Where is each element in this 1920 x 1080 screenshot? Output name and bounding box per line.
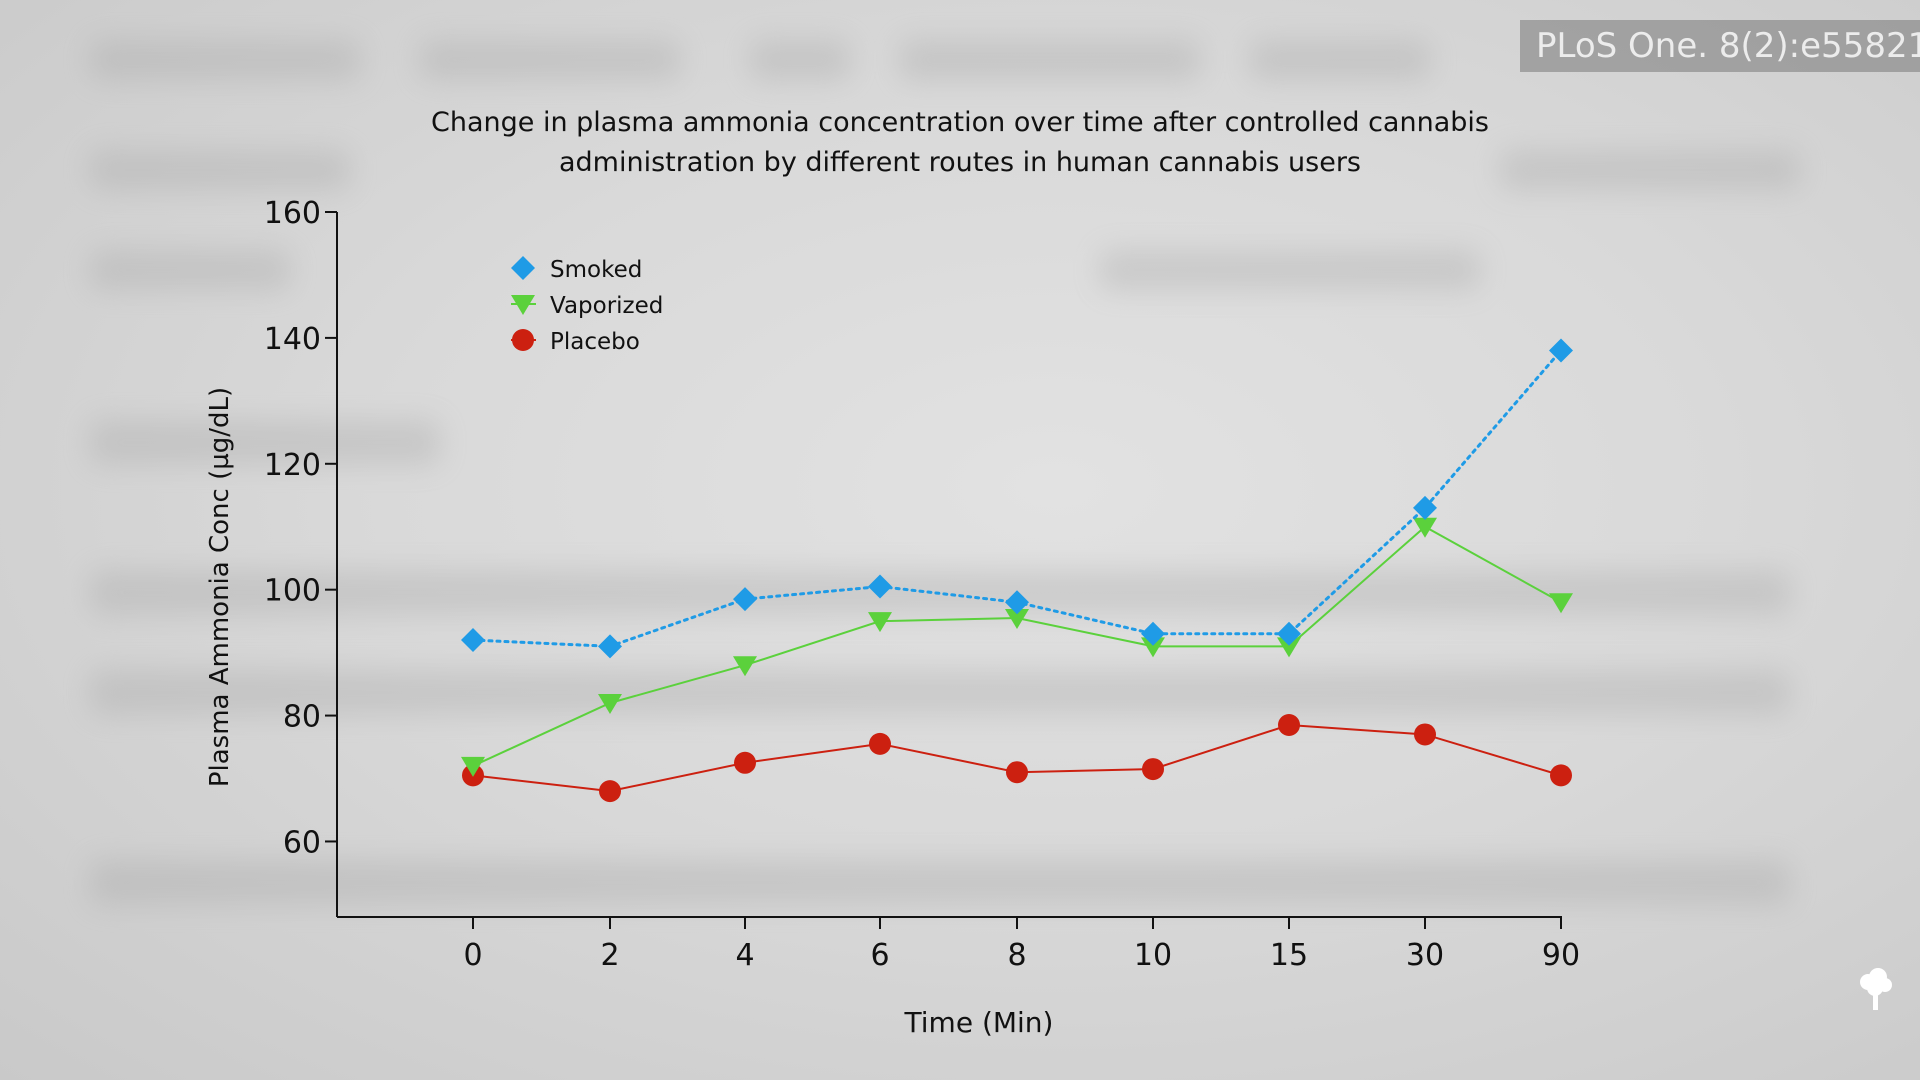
data-point-smoked [733, 587, 757, 612]
chart-title-line-1: Change in plasma ammonia concentration o… [431, 107, 1489, 138]
citation-watermark: PLoS One. 8(2):e55821 [1520, 20, 1920, 72]
y-tick-label: 140 [264, 322, 321, 357]
series-line-vaporized [472, 525, 1562, 767]
x-tick-label: 6 [870, 938, 889, 973]
data-point-vaporized [733, 656, 757, 677]
x-tick-label: 10 [1134, 938, 1172, 973]
data-point-smoked [1549, 338, 1573, 363]
data-point-smoked [868, 574, 892, 599]
legend-marker-placebo [512, 329, 534, 351]
data-point-vaporized [1277, 637, 1301, 658]
legend-label-placebo: Placebo [550, 329, 640, 355]
tree-icon [1860, 968, 1892, 1010]
chart-title: Change in plasma ammonia concentration o… [0, 103, 1920, 183]
y-tick-label: 100 [264, 574, 321, 609]
chart-title-line-2: administration by different routes in hu… [558, 147, 1361, 178]
series-placebo [462, 714, 1572, 803]
data-point-smoked [1413, 495, 1437, 520]
data-point-vaporized [1413, 517, 1437, 538]
data-point-smoked [1141, 621, 1165, 646]
legend-marker-vaporized [511, 295, 535, 315]
data-point-vaporized [868, 612, 892, 633]
data-point-vaporized [1549, 593, 1573, 614]
legend-label-smoked: Smoked [550, 257, 642, 283]
y-tick-label: 120 [264, 448, 321, 483]
legend-label-vaporized: Vaporized [550, 293, 663, 319]
series-vaporized [461, 517, 1573, 777]
y-axis-label: Plasma Ammonia Conc (µg/dL) [205, 387, 235, 787]
x-tick-label: 8 [1007, 938, 1026, 973]
data-point-smoked [1005, 590, 1029, 615]
x-tick-label: 15 [1270, 938, 1308, 973]
x-tick-label: 0 [463, 938, 482, 973]
x-axis-label: Time (Min) [904, 1006, 1054, 1039]
series-smoked [461, 338, 1573, 659]
y-tick-label: 160 [264, 196, 321, 231]
data-point-placebo [1006, 761, 1028, 784]
x-tick-label: 2 [600, 938, 619, 973]
data-point-smoked [461, 628, 485, 653]
x-tick-label: 30 [1406, 938, 1444, 973]
data-point-smoked [1277, 621, 1301, 646]
data-point-placebo [1278, 714, 1300, 737]
data-point-vaporized [1141, 637, 1165, 658]
data-point-vaporized [1005, 609, 1029, 630]
x-tick-label: 4 [735, 938, 754, 973]
data-point-vaporized [461, 756, 485, 777]
data-point-placebo [1142, 758, 1164, 781]
y-tick-label: 60 [283, 825, 321, 860]
data-point-placebo [734, 751, 756, 774]
legend-marker-smoked [511, 256, 535, 280]
data-point-placebo [869, 732, 891, 755]
data-point-placebo [1414, 723, 1436, 746]
legend: Smoked Vaporized Placebo [511, 256, 663, 355]
x-tick-label: 90 [1542, 938, 1580, 973]
data-point-placebo [599, 780, 621, 803]
y-tick-label: 80 [283, 700, 321, 735]
data-point-smoked [598, 634, 622, 659]
data-point-placebo [1550, 764, 1572, 787]
data-point-vaporized [598, 693, 622, 714]
